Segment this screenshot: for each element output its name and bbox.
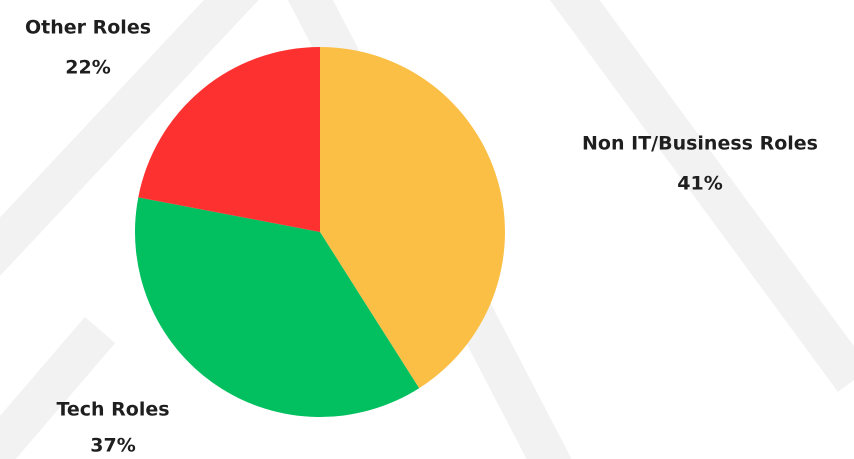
slice-value-label: 41% <box>677 173 722 195</box>
slice-label: Tech Roles <box>56 399 169 421</box>
pie-slice <box>138 47 320 232</box>
slice-label: Non IT/Business Roles <box>582 133 818 155</box>
pie-slice <box>134 197 420 417</box>
slice-label: Other Roles <box>25 17 151 39</box>
pie-slice <box>320 47 505 389</box>
slice-value-label: 22% <box>65 57 110 79</box>
slice-value-label: 37% <box>90 435 135 457</box>
